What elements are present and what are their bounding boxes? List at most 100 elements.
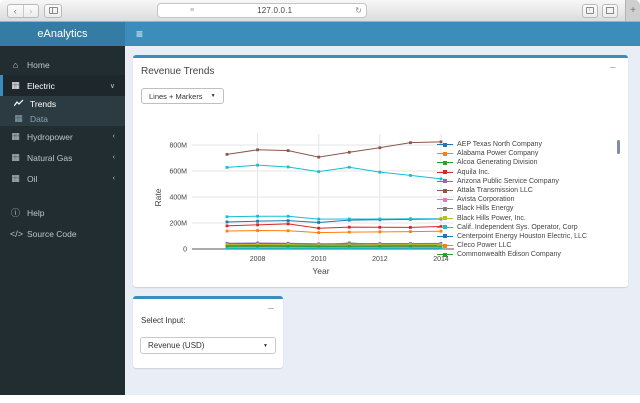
legend-line-marker-icon — [437, 179, 453, 184]
legend-scrollbar[interactable] — [617, 140, 620, 154]
sidebar-item-home[interactable]: ⌂ Home — [0, 54, 125, 75]
legend-item[interactable]: Alabama Power Company — [437, 149, 617, 158]
collapse-button[interactable]: − — [267, 303, 274, 315]
legend-item[interactable]: Alcoa Generating Division — [437, 158, 617, 167]
nav-buttons: ‹ › — [7, 4, 39, 18]
legend-item[interactable]: Arizona Public Service Company — [437, 177, 617, 186]
window-bottom-edge — [0, 395, 640, 403]
svg-text:2014: 2014 — [433, 256, 449, 263]
grid-icon: ▦ — [11, 131, 20, 141]
legend-line-marker-icon — [437, 188, 453, 193]
legend-label: Cleco Power LLC — [457, 242, 512, 250]
sidebar-toggle-icon — [48, 7, 58, 14]
chart-type-dropdown[interactable]: Lines + Markers ▼ — [141, 88, 224, 104]
legend-label: AEP Texas North Company — [457, 141, 542, 149]
legend-item[interactable]: AEP Texas North Company — [437, 140, 617, 149]
forward-button[interactable]: › — [29, 6, 33, 16]
info-icon: ⓘ — [10, 208, 20, 218]
revenue-trends-chart[interactable]: 0 200M 400M 600M 800M 2008 2010 2012 2014 Year Rat… — [139, 128, 629, 286]
line-chart-icon — [13, 99, 24, 109]
svg-text:400M: 400M — [169, 195, 187, 202]
svg-text:200M: 200M — [169, 221, 187, 228]
url-text: 127.0.0.1 — [257, 6, 293, 15]
legend-label: Arizona Public Service Company — [457, 177, 559, 185]
main-layout: ⌂ Home ▦ Electric ∨ Trends ▦ Data ▦ Hydropower ‹ ▦ N… — [0, 46, 640, 395]
legend-line-marker-icon — [437, 216, 453, 221]
legend-item[interactable]: Commonwealth Edison Company — [437, 250, 617, 259]
svg-text:800M: 800M — [169, 143, 187, 150]
legend-line-marker-icon — [437, 206, 453, 211]
chevron-left-icon: ‹ — [112, 154, 115, 161]
legend-label: Aquila Inc. — [457, 168, 490, 176]
legend-item[interactable]: Avista Corporation — [437, 195, 617, 204]
sidebar-item-trends[interactable]: Trends — [0, 96, 125, 111]
tab-overview-button[interactable] — [602, 4, 618, 18]
sidebar-item-natural-gas[interactable]: ▦ Natural Gas ‹ — [0, 147, 125, 168]
sidebar-item-data[interactable]: ▦ Data — [0, 111, 125, 126]
svg-text:2008: 2008 — [250, 256, 266, 263]
new-tab-button[interactable]: + — [625, 0, 640, 21]
legend-line-marker-icon — [437, 197, 453, 202]
reader-icon[interactable]: ≡ — [190, 7, 195, 14]
sidebar-item-label: Help — [27, 207, 45, 218]
chart-type-value: Lines + Markers — [149, 91, 203, 101]
legend-line-marker-icon — [437, 170, 453, 175]
legend-item[interactable]: Calif. Independent Sys. Operator, Corp — [437, 223, 617, 232]
sidebar-item-source-code[interactable]: </> Source Code — [0, 223, 125, 244]
sidebar-toggle-button[interactable] — [44, 4, 62, 18]
sidebar-menu: ⌂ Home ▦ Electric ∨ Trends ▦ Data ▦ Hydropower ‹ ▦ N… — [0, 46, 125, 395]
collapse-button[interactable]: − — [609, 62, 616, 74]
address-bar[interactable]: ≡ 127.0.0.1 ↻ — [157, 3, 367, 18]
share-button[interactable] — [582, 4, 598, 18]
svg-text:2010: 2010 — [311, 256, 327, 263]
legend-line-marker-icon — [437, 142, 453, 147]
grid-icon: ▦ — [11, 80, 20, 90]
sidebar-item-label: Trends — [30, 98, 57, 109]
legend-item[interactable]: Black Hills Energy — [437, 204, 617, 213]
legend-item[interactable]: Centerpoint Energy Houston Electric, LLC — [437, 232, 617, 241]
grid-icon: ▦ — [11, 152, 20, 162]
legend-line-marker-icon — [437, 225, 453, 230]
svg-text:0: 0 — [183, 247, 187, 254]
legend-item[interactable]: Cleco Power LLC — [437, 241, 617, 250]
app-header: eAnalytics ≡ — [0, 22, 640, 46]
legend-item[interactable]: Black Hills Power, Inc. — [437, 214, 617, 223]
home-icon: ⌂ — [12, 59, 19, 70]
input-dropdown-value: Revenue (USD) — [148, 341, 205, 350]
legend-label: Alabama Power Company — [457, 150, 539, 158]
code-icon: </> — [10, 228, 24, 239]
svg-text:600M: 600M — [169, 169, 187, 176]
sidebar-item-oil[interactable]: ▦ Oil ‹ — [0, 168, 125, 189]
legend-item[interactable]: Attala Transmission LLC — [437, 186, 617, 195]
sidebar-item-label: Home — [27, 59, 50, 70]
refresh-icon[interactable]: ↻ — [355, 6, 362, 15]
sidebar-item-label: Data — [30, 113, 48, 124]
caret-down-icon: ▼ — [263, 342, 268, 349]
legend-label: Black Hills Power, Inc. — [457, 214, 526, 222]
share-icon — [586, 4, 594, 16]
menu-toggle-icon[interactable]: ≡ — [136, 27, 144, 41]
svg-text:Year: Year — [312, 266, 329, 276]
sidebar-item-hydropower[interactable]: ▦ Hydropower ‹ — [0, 126, 125, 147]
sidebar-item-label: Oil — [27, 173, 38, 184]
legend-item[interactable]: Aquila Inc. — [437, 168, 617, 177]
content-area: Revenue Trends − Lines + Markers ▼ 0 200M… — [125, 46, 640, 395]
sidebar-item-label: Electric — [27, 80, 55, 91]
sidebar-item-label: Natural Gas — [27, 152, 73, 163]
legend-line-marker-icon — [437, 234, 453, 239]
legend-label: Attala Transmission LLC — [457, 187, 533, 195]
revenue-trends-panel: Revenue Trends − Lines + Markers ▼ 0 200M… — [133, 55, 628, 287]
caret-down-icon: ▼ — [210, 93, 216, 99]
input-dropdown[interactable]: Revenue (USD) ▼ — [140, 337, 276, 354]
select-input-panel: − Select Input: Revenue (USD) ▼ — [133, 296, 283, 368]
sidebar-item-electric[interactable]: ▦ Electric ∨ — [0, 75, 125, 96]
brand-logo[interactable]: eAnalytics — [0, 22, 125, 46]
top-navbar: ≡ — [125, 22, 640, 46]
chevron-left-icon: ‹ — [112, 175, 115, 182]
legend-line-marker-icon — [437, 151, 453, 156]
browser-chrome: ‹ › ≡ 127.0.0.1 ↻ + — [0, 0, 640, 22]
chevron-left-icon: ‹ — [112, 133, 115, 140]
sidebar-item-help[interactable]: ⓘ Help — [0, 202, 125, 223]
back-button[interactable]: ‹ — [8, 5, 24, 17]
